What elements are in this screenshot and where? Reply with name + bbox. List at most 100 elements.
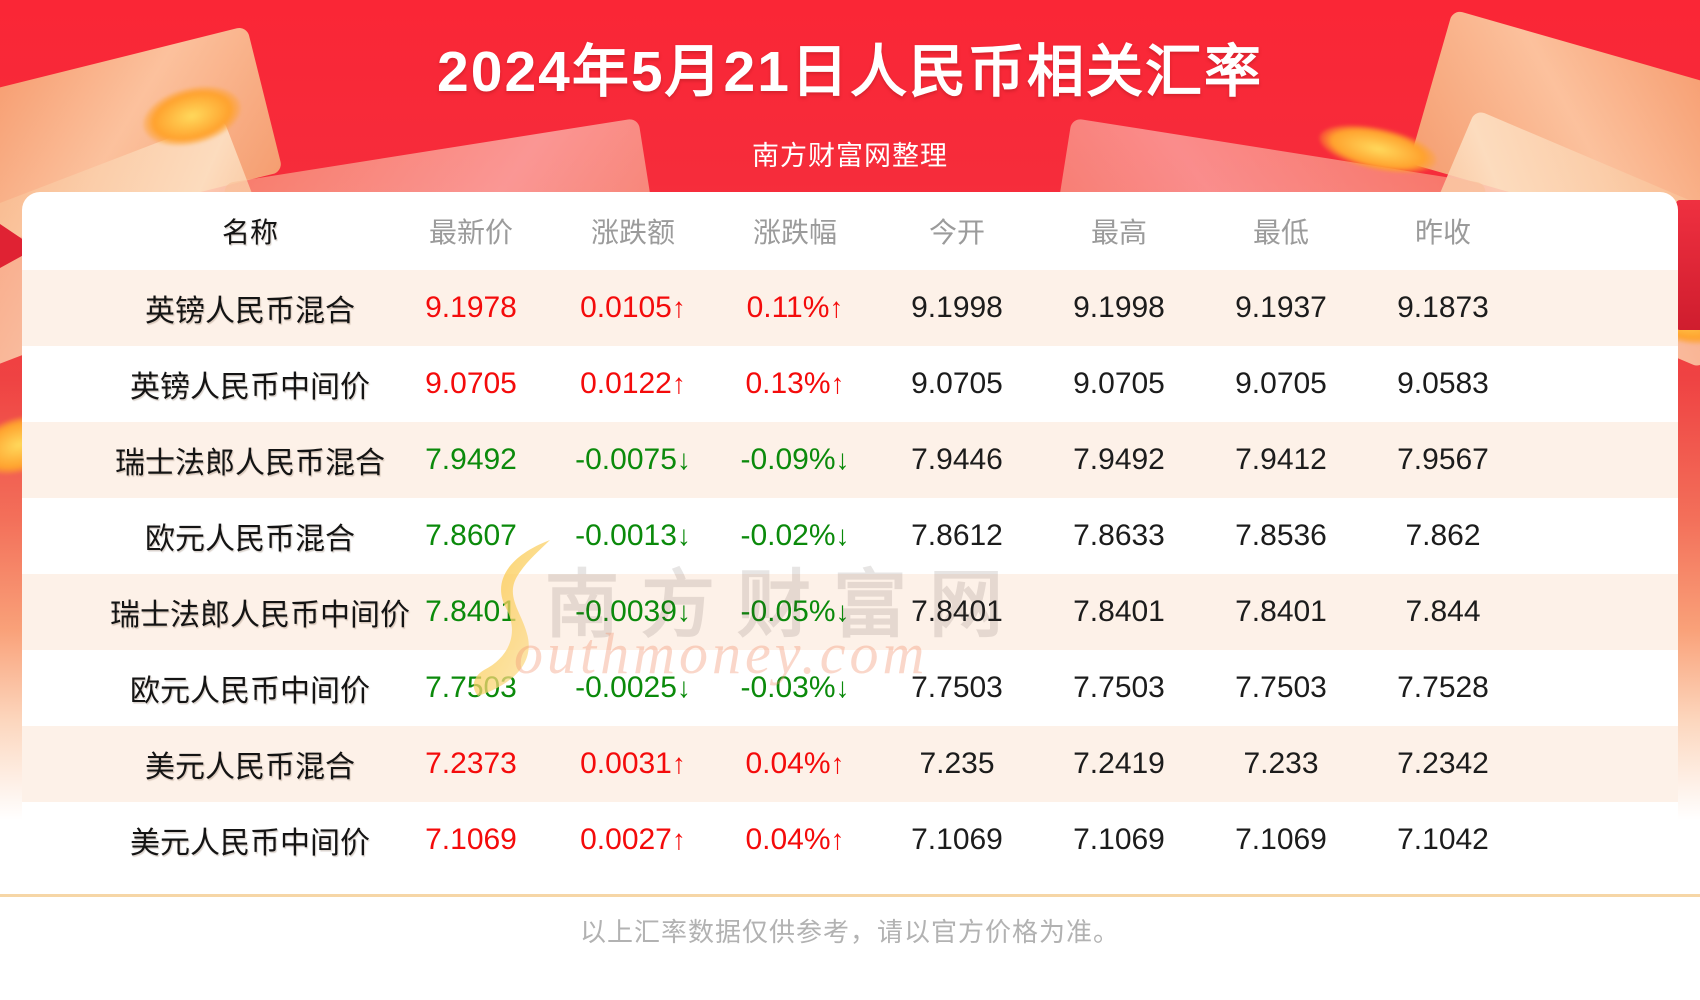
down-arrow-icon: ↓ xyxy=(676,520,691,551)
cell-change-percent: -0.02%↓ xyxy=(740,519,850,552)
cell-change-percent: -0.03%↓ xyxy=(740,671,850,704)
cell-open: 7.235 xyxy=(919,747,995,780)
cell-change: 0.0031↑ xyxy=(580,747,686,780)
cell-latest-price: 9.1978 xyxy=(425,291,517,324)
cell-latest-price: 7.7503 xyxy=(425,671,517,704)
cell-latest-price: 7.2373 xyxy=(425,747,517,780)
cell-change: 0.0122↑ xyxy=(580,367,686,400)
column-header-prev-close: 昨收 xyxy=(1414,217,1471,248)
table-body: 英镑人民币混合 9.1978 0.0105↑ 0.11%↑ 9.1998 9.1998 9.… xyxy=(22,270,1678,878)
cell-high: 7.9492 xyxy=(1073,443,1165,476)
cell-change-percent: 0.04%↑ xyxy=(745,747,845,780)
cell-change-percent: 0.04%↑ xyxy=(745,823,845,856)
up-arrow-icon: ↑ xyxy=(830,368,845,399)
cell-change: -0.0025↓ xyxy=(575,671,691,704)
cell-open: 7.1069 xyxy=(911,823,1003,856)
cell-low: 7.1069 xyxy=(1235,823,1327,856)
up-arrow-icon: ↑ xyxy=(671,748,686,779)
cell-low: 9.0705 xyxy=(1235,367,1327,400)
column-header-low: 最低 xyxy=(1252,217,1309,248)
cell-open: 7.8401 xyxy=(911,595,1003,628)
table-row: 瑞士法郎人民币混合 7.9492 -0.0075↓ -0.09%↓ 7.9446 7.94… xyxy=(22,422,1678,498)
table-row: 英镑人民币中间价 9.0705 0.0122↑ 0.13%↑ 9.0705 9.0705 9… xyxy=(22,346,1678,422)
table-row: 欧元人民币混合 7.8607 -0.0013↓ -0.02%↓ 7.8612 7.8633… xyxy=(22,498,1678,574)
cell-open: 9.0705 xyxy=(911,367,1003,400)
cell-latest-price: 7.9492 xyxy=(425,443,517,476)
cell-name: 英镑人民币中间价 xyxy=(130,371,370,404)
cell-high: 9.1998 xyxy=(1073,291,1165,324)
cell-prev-close: 7.7528 xyxy=(1397,671,1489,704)
exchange-rate-table: 名称 最新价 涨跌额 涨跌幅 今开 最高 最低 昨收 英镑人民币混合 9.1978… xyxy=(22,192,1678,878)
cell-change-percent: -0.09%↓ xyxy=(740,443,850,476)
cell-low: 9.1937 xyxy=(1235,291,1327,324)
cell-change-percent: 0.13%↑ xyxy=(745,367,845,400)
up-arrow-icon: ↑ xyxy=(830,824,845,855)
cell-name: 美元人民币中间价 xyxy=(130,827,370,860)
table-row: 美元人民币混合 7.2373 0.0031↑ 0.04%↑ 7.235 7.2419 7.2… xyxy=(22,726,1678,802)
banner: 2024年5月21日人民币相关汇率 南方财富网整理 xyxy=(0,0,1700,173)
cell-change-percent: 0.11%↑ xyxy=(746,291,844,324)
up-arrow-icon: ↑ xyxy=(671,292,686,323)
cell-high: 7.8633 xyxy=(1073,519,1165,552)
cell-latest-price: 7.8607 xyxy=(425,519,517,552)
cell-low: 7.8536 xyxy=(1235,519,1327,552)
footer-disclaimer: 以上汇率数据仅供参考，请以官方价格为准。 xyxy=(579,917,1120,947)
cell-change: -0.0075↓ xyxy=(575,443,691,476)
down-arrow-icon: ↓ xyxy=(835,672,850,703)
down-arrow-icon: ↓ xyxy=(835,520,850,551)
down-arrow-icon: ↓ xyxy=(835,444,850,475)
red-ribbon-decor-right xyxy=(1676,200,1700,330)
cell-prev-close: 9.1873 xyxy=(1397,291,1489,324)
column-header-change-percent: 涨跌幅 xyxy=(752,217,837,248)
down-arrow-icon: ↓ xyxy=(676,444,691,475)
cell-high: 7.7503 xyxy=(1073,671,1165,704)
cell-prev-close: 7.1042 xyxy=(1397,823,1489,856)
down-arrow-icon: ↓ xyxy=(676,672,691,703)
up-arrow-icon: ↑ xyxy=(829,292,844,323)
up-arrow-icon: ↑ xyxy=(671,824,686,855)
cell-change: 0.0027↑ xyxy=(580,823,686,856)
cell-name: 瑞士法郎人民币中间价 xyxy=(110,599,410,632)
down-arrow-icon: ↓ xyxy=(676,596,691,627)
cell-open: 7.7503 xyxy=(911,671,1003,704)
cell-low: 7.8401 xyxy=(1235,595,1327,628)
cell-change: 0.0105↑ xyxy=(580,291,686,324)
down-arrow-icon: ↓ xyxy=(835,596,850,627)
table-row: 英镑人民币混合 9.1978 0.0105↑ 0.11%↑ 9.1998 9.1998 9.… xyxy=(22,270,1678,346)
footer-divider xyxy=(0,894,1700,897)
table-row: 瑞士法郎人民币中间价 7.8401 -0.0039↓ -0.05%↓ 7.8401 7.8… xyxy=(22,574,1678,650)
cell-latest-price: 7.1069 xyxy=(425,823,517,856)
cell-latest-price: 9.0705 xyxy=(425,367,517,400)
cell-name: 欧元人民币混合 xyxy=(145,523,355,556)
table-header-row: 名称 最新价 涨跌额 涨跌幅 今开 最高 最低 昨收 xyxy=(22,192,1678,270)
cell-name: 瑞士法郎人民币混合 xyxy=(115,447,385,480)
table-row: 美元人民币中间价 7.1069 0.0027↑ 0.04%↑ 7.1069 7.1069 7… xyxy=(22,802,1678,878)
cell-high: 9.0705 xyxy=(1073,367,1165,400)
cell-high: 7.1069 xyxy=(1073,823,1165,856)
up-arrow-icon: ↑ xyxy=(671,368,686,399)
column-header-high: 最高 xyxy=(1090,217,1147,248)
cell-change: -0.0013↓ xyxy=(575,519,691,552)
cell-high: 7.2419 xyxy=(1073,747,1165,780)
cell-low: 7.233 xyxy=(1243,747,1319,780)
cell-open: 7.9446 xyxy=(911,443,1003,476)
table-row: 欧元人民币中间价 7.7503 -0.0025↓ -0.03%↓ 7.7503 7.750… xyxy=(22,650,1678,726)
cell-name: 英镑人民币混合 xyxy=(145,295,355,328)
cell-high: 7.8401 xyxy=(1073,595,1165,628)
cell-change: -0.0039↓ xyxy=(575,595,691,628)
cell-open: 7.8612 xyxy=(911,519,1003,552)
cell-prev-close: 7.9567 xyxy=(1397,443,1489,476)
cell-prev-close: 7.862 xyxy=(1405,519,1481,552)
cell-change-percent: -0.05%↓ xyxy=(740,595,850,628)
cell-name: 美元人民币混合 xyxy=(145,751,355,784)
page-title: 2024年5月21日人民币相关汇率 xyxy=(437,40,1263,104)
cell-prev-close: 9.0583 xyxy=(1397,367,1489,400)
cell-prev-close: 7.844 xyxy=(1405,595,1481,628)
up-arrow-icon: ↑ xyxy=(830,748,845,779)
page-subtitle: 南方财富网整理 xyxy=(752,141,948,171)
column-header-name: 名称 xyxy=(221,217,278,248)
cell-name: 欧元人民币中间价 xyxy=(130,675,370,708)
column-header-latest: 最新价 xyxy=(428,217,513,248)
cell-low: 7.9412 xyxy=(1235,443,1327,476)
column-header-open: 今开 xyxy=(928,217,985,248)
